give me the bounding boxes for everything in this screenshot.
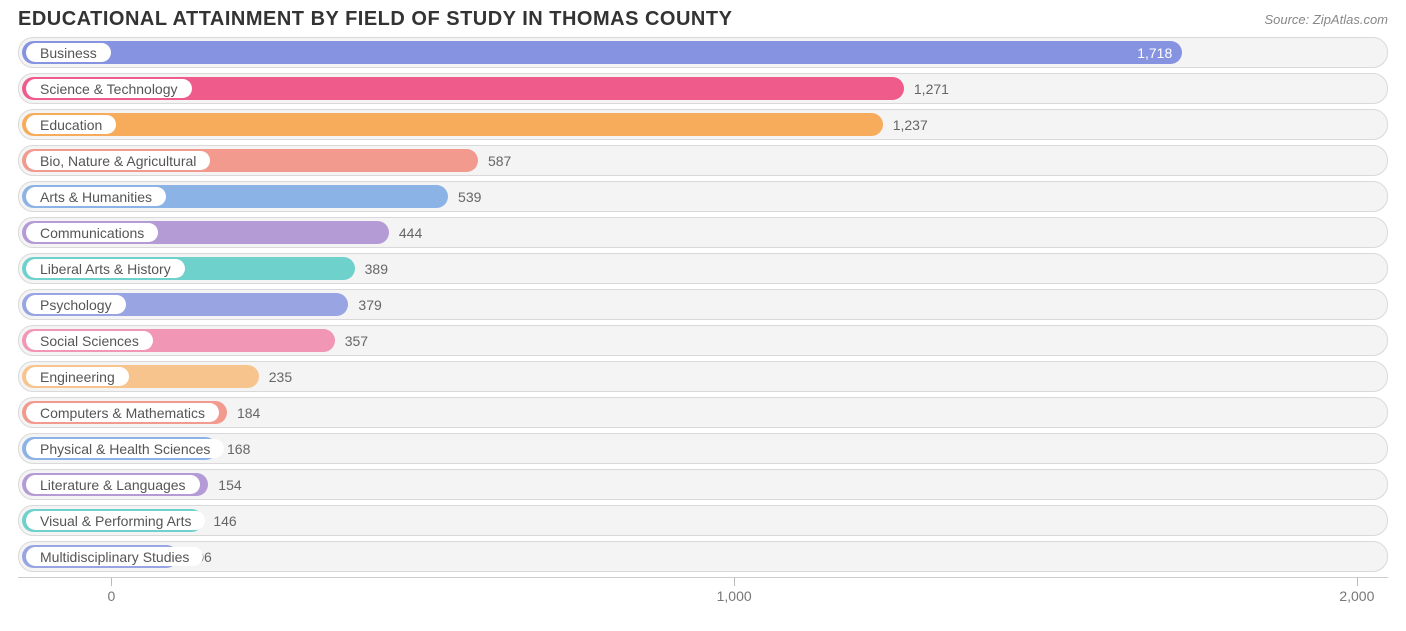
axis-tick bbox=[111, 578, 112, 586]
bar-row: Engineering 235 bbox=[18, 361, 1388, 392]
value-label: 146 bbox=[213, 506, 236, 535]
value-label: 587 bbox=[488, 146, 511, 175]
value-label: 184 bbox=[237, 398, 260, 427]
value-label: 444 bbox=[399, 218, 422, 247]
category-label: Science & Technology bbox=[26, 79, 192, 98]
bar-row: Social Sciences 357 bbox=[18, 325, 1388, 356]
category-label: Visual & Performing Arts bbox=[26, 511, 205, 530]
category-label: Engineering bbox=[26, 367, 129, 386]
category-label: Social Sciences bbox=[26, 331, 153, 350]
bar-row: Liberal Arts & History 389 bbox=[18, 253, 1388, 284]
chart-plot-area: Business 1,718 Science & Technology 1,271 Ed… bbox=[0, 35, 1406, 572]
bar bbox=[22, 113, 883, 136]
axis-tick-label: 1,000 bbox=[717, 588, 752, 604]
bar-row: Literature & Languages 154 bbox=[18, 469, 1388, 500]
axis-tick-label: 2,000 bbox=[1339, 588, 1374, 604]
category-label: Business bbox=[26, 43, 111, 62]
bar-row: Business 1,718 bbox=[18, 37, 1388, 68]
value-label: 154 bbox=[218, 470, 241, 499]
bar-row: Arts & Humanities 539 bbox=[18, 181, 1388, 212]
category-label: Arts & Humanities bbox=[26, 187, 166, 206]
bar-row: Bio, Nature & Agricultural 587 bbox=[18, 145, 1388, 176]
value-label: 389 bbox=[365, 254, 388, 283]
x-axis: 0 1,000 2,000 bbox=[18, 577, 1388, 617]
bar-row: Computers & Mathematics 184 bbox=[18, 397, 1388, 428]
category-label: Liberal Arts & History bbox=[26, 259, 185, 278]
category-label: Education bbox=[26, 115, 116, 134]
bar-row: Communications 444 bbox=[18, 217, 1388, 248]
value-label: 1,237 bbox=[893, 110, 928, 139]
bar-row: Psychology 379 bbox=[18, 289, 1388, 320]
category-label: Literature & Languages bbox=[26, 475, 200, 494]
chart-header: EDUCATIONAL ATTAINMENT BY FIELD OF STUDY… bbox=[0, 0, 1406, 35]
axis-tick bbox=[1357, 578, 1358, 586]
axis-tick bbox=[734, 578, 735, 586]
value-label: 379 bbox=[358, 290, 381, 319]
value-label: 235 bbox=[269, 362, 292, 391]
value-label: 1,718 bbox=[1137, 38, 1172, 67]
bar bbox=[22, 41, 1182, 64]
category-label: Psychology bbox=[26, 295, 126, 314]
value-label: 1,271 bbox=[914, 74, 949, 103]
bar-row: Physical & Health Sciences168 bbox=[18, 433, 1388, 464]
category-label: Bio, Nature & Agricultural bbox=[26, 151, 210, 170]
category-label: Computers & Mathematics bbox=[26, 403, 219, 422]
bar-row: Science & Technology 1,271 bbox=[18, 73, 1388, 104]
value-label: 539 bbox=[458, 182, 481, 211]
category-label: Physical & Health Sciences bbox=[26, 439, 224, 458]
value-label: 357 bbox=[345, 326, 368, 355]
axis-tick-label: 0 bbox=[108, 588, 116, 604]
chart-source: Source: ZipAtlas.com bbox=[1264, 12, 1388, 27]
chart-title: EDUCATIONAL ATTAINMENT BY FIELD OF STUDY… bbox=[18, 8, 732, 31]
category-label: Multidisciplinary Studies bbox=[26, 547, 203, 566]
bar-row: Education 1,237 bbox=[18, 109, 1388, 140]
category-label: Communications bbox=[26, 223, 158, 242]
bar-row: Multidisciplinary Studies106 bbox=[18, 541, 1388, 572]
value-label: 168 bbox=[227, 434, 250, 463]
bar-row: Visual & Performing Arts 146 bbox=[18, 505, 1388, 536]
